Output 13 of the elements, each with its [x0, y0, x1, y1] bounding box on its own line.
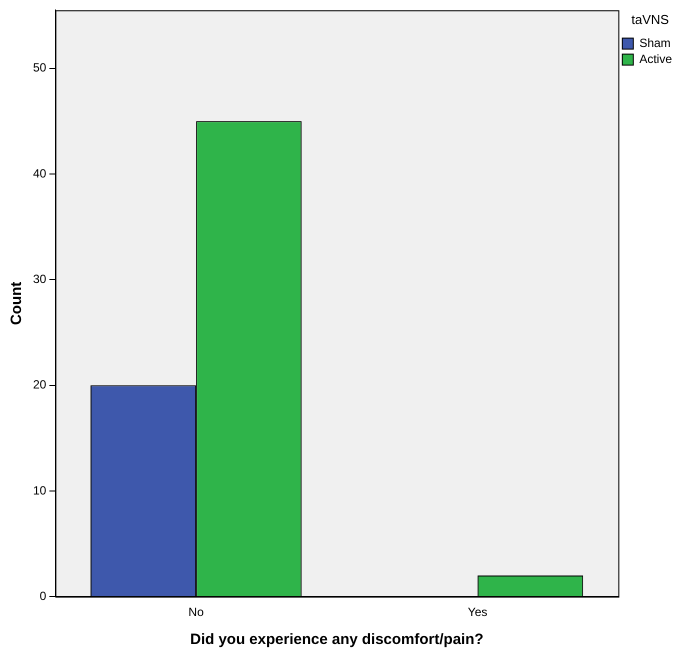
y-tick-label: 30: [32, 272, 47, 286]
y-tick-label: 50: [32, 60, 47, 75]
y-tick-label: 0: [40, 588, 47, 603]
x-tick-label: No: [188, 605, 204, 620]
legend-label: Active: [639, 52, 672, 66]
x-axis-title: Did you experience any discomfort/pain?: [190, 631, 484, 648]
y-tick-label: 20: [32, 378, 47, 392]
legend-title: taVNS: [631, 12, 670, 28]
y-tick-label: 10: [32, 483, 47, 498]
y-tick-label: 40: [32, 166, 47, 180]
y-axis-title: Count: [8, 282, 26, 326]
x-tick-label: Yes: [468, 605, 488, 620]
legend-label: Sham: [639, 36, 671, 50]
